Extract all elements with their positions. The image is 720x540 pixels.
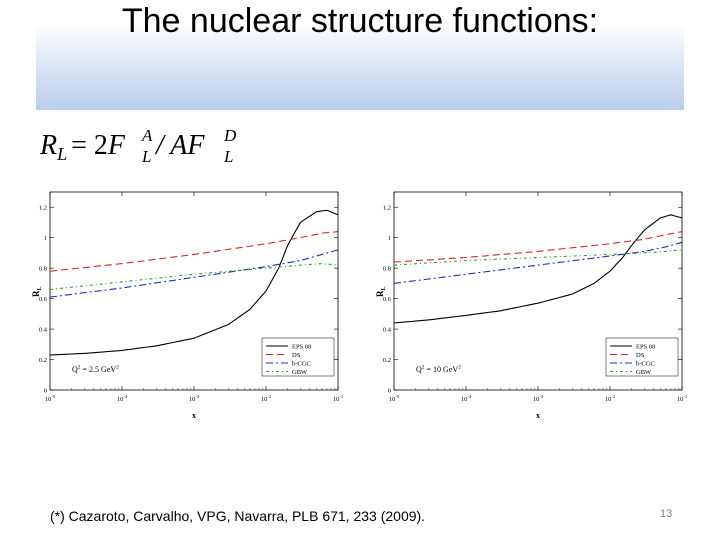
formula-f1-sub: L — [141, 147, 151, 166]
y-tick-label: 1.2 — [383, 205, 391, 212]
x-axis-label: x — [192, 411, 196, 420]
legend-box — [605, 337, 679, 377]
x-tick-label: 10-5 — [389, 394, 400, 403]
x-tick-label: 10-2 — [261, 394, 271, 403]
y-tick-label: 0.6 — [383, 296, 392, 303]
legend-label: b-CGC — [292, 360, 311, 367]
y-tick-label: 0 — [388, 388, 391, 395]
x-tick-label: 10-4 — [117, 394, 128, 403]
legend-box — [261, 337, 335, 377]
y-tick-label: 0.6 — [39, 296, 48, 303]
series-line — [49, 209, 339, 356]
x-tick-label: 10-3 — [533, 394, 544, 403]
series-line — [393, 214, 683, 324]
formula-f2-sub: L — [223, 147, 233, 166]
chart-background — [30, 186, 350, 424]
x-tick-label: 10-1 — [333, 394, 343, 403]
formula: RL = 2F A L / AF D L — [40, 126, 237, 166]
series-line — [393, 241, 683, 284]
formula-f2-sup: D — [223, 126, 237, 145]
x-tick-label: 10-1 — [677, 394, 687, 403]
y-tick-label: 1.2 — [39, 205, 47, 212]
x-tick-label: 10-2 — [605, 394, 615, 403]
x-axis-label: x — [536, 411, 540, 420]
series-line — [393, 231, 683, 263]
formula-mid: / AF — [154, 130, 205, 161]
chart-background — [374, 186, 694, 424]
series-line — [49, 249, 339, 298]
formula-lhs: RL = 2F — [40, 130, 126, 164]
legend-label: GBW — [292, 369, 308, 376]
y-axis-label: RL — [375, 286, 387, 297]
y-tick-label: 0.8 — [383, 266, 391, 273]
legend-label: EPS 08 — [292, 343, 311, 350]
series-line — [49, 231, 339, 272]
chart-left: 0 0.2 0.4 0.6 0.8 1 1.2 10-5 10-4 10-3 10-2 10-1 x RL… — [30, 186, 350, 424]
legend-label: DS — [292, 352, 301, 359]
y-tick-label: 0.2 — [383, 357, 391, 364]
series-line — [49, 263, 339, 291]
q2-annotation: Q2 = 2.5 GeV2 — [72, 365, 119, 375]
y-tick-label: 0.4 — [39, 327, 48, 334]
x-tick-label: 10-5 — [45, 394, 56, 403]
legend-label: DS — [636, 352, 645, 359]
legend-label: GBW — [636, 369, 652, 376]
y-tick-label: 0.8 — [39, 266, 47, 273]
y-tick-label: 1 — [44, 235, 47, 242]
y-tick-label: 0.2 — [39, 357, 47, 364]
chart-right: 0 0.2 0.4 0.6 0.8 1 1.2 10-5 10-4 10-3 10-2 10-1 x RL… — [374, 186, 694, 424]
slide-number: 13 — [660, 508, 673, 520]
y-tick-label: 0.4 — [383, 327, 392, 334]
legend-label: b-CGC — [636, 360, 655, 367]
reference-text: (*) Cazaroto, Carvalho, VPG, Navarra, PL… — [50, 508, 426, 524]
y-tick-label: 0 — [44, 388, 47, 395]
series-line — [393, 249, 683, 266]
x-tick-label: 10-4 — [461, 394, 472, 403]
formula-f1-sup: A — [141, 126, 153, 145]
title-band — [36, 22, 684, 110]
x-tick-label: 10-3 — [189, 394, 200, 403]
legend-label: EPS 08 — [636, 343, 655, 350]
y-axis-label: RL — [31, 286, 43, 297]
slide-title: The nuclear structure functions: — [121, 2, 599, 40]
y-tick-label: 1 — [388, 235, 391, 242]
q2-annotation: Q2 = 10 GeV2 — [416, 365, 461, 375]
